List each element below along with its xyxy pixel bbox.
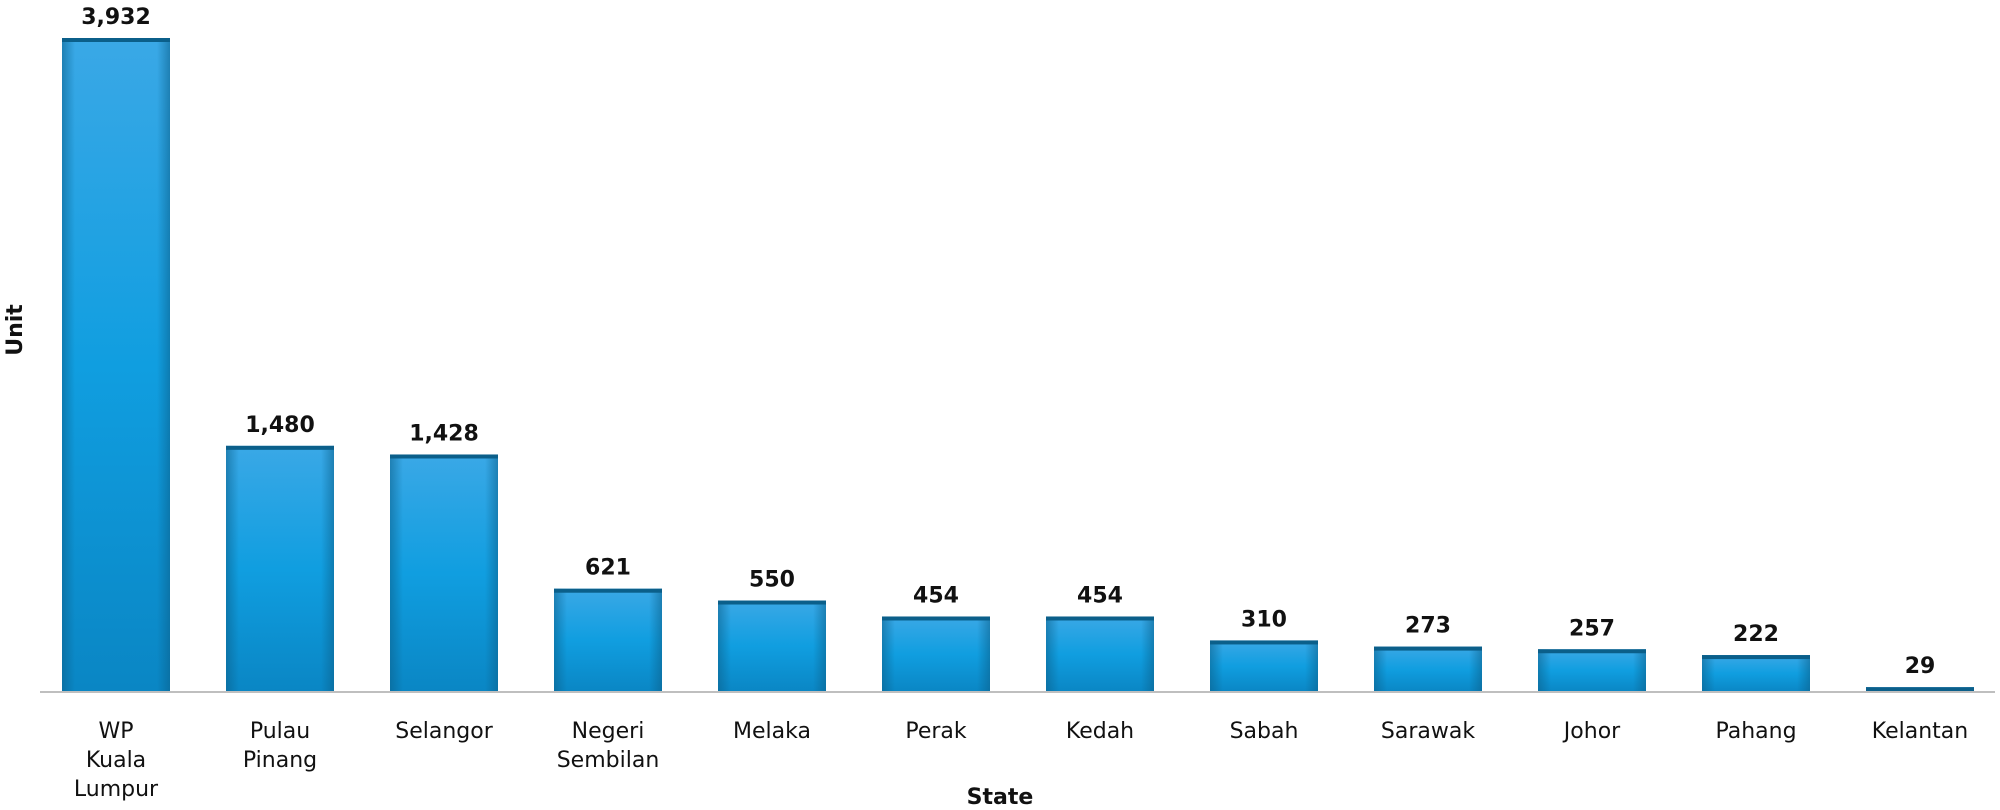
x-tick-label-line: Perak	[905, 719, 967, 744]
bar-top-edge-2	[390, 454, 498, 459]
bar-top-edge-8	[1374, 646, 1482, 651]
bars-group	[62, 38, 1974, 692]
x-tick-label-line: Negeri	[572, 719, 645, 744]
bar-shade-6	[1046, 616, 1154, 692]
x-tick-label-line: Kuala	[86, 748, 146, 773]
x-tick-label-0: WP Kuala Lumpur	[74, 719, 159, 802]
y-axis-title: Unit	[3, 304, 28, 356]
x-tick-label-line: Pulau	[250, 719, 310, 744]
bar-top-edge-11	[1866, 687, 1974, 692]
x-tick-label-7: Sabah	[1230, 719, 1299, 744]
bar-top-edge-9	[1538, 649, 1646, 654]
data-label-10: 222	[1733, 622, 1779, 647]
bar-top-edge-6	[1046, 616, 1154, 621]
data-label-8: 273	[1405, 614, 1451, 639]
x-tick-label-line: Sembilan	[557, 748, 660, 773]
data-label-5: 454	[913, 583, 959, 608]
x-tick-label-3: Negeri Sembilan	[557, 719, 660, 773]
x-tick-label-line: Johor	[1562, 719, 1621, 744]
bar-shade-8	[1374, 646, 1482, 692]
bar-top-edge-0	[62, 38, 170, 42]
x-tick-label-line: Pahang	[1715, 719, 1796, 744]
x-tick-label-line: Kedah	[1066, 719, 1134, 744]
x-tick-label-2: Selangor	[395, 719, 493, 744]
bar-shade-3	[554, 588, 662, 692]
data-label-6: 454	[1077, 583, 1123, 608]
bar-shade-10	[1702, 655, 1810, 692]
bar-shade-7	[1210, 640, 1318, 692]
x-tick-label-5: Perak	[905, 719, 967, 744]
bar-top-edge-10	[1702, 655, 1810, 660]
bar-top-edge-5	[882, 616, 990, 621]
x-tick-label-10: Pahang	[1715, 719, 1796, 744]
data-label-7: 310	[1241, 607, 1287, 632]
x-tick-label-8: Sarawak	[1381, 719, 1475, 744]
x-tick-label-6: Kedah	[1066, 719, 1134, 744]
bar-top-edge-3	[554, 588, 662, 593]
bar-top-edge-4	[718, 600, 826, 605]
data-label-0: 3,932	[81, 5, 151, 30]
x-tick-label-line: Selangor	[395, 719, 493, 744]
bar-shade-2	[390, 454, 498, 692]
bar-shade-4	[718, 600, 826, 692]
x-tick-label-line: Lumpur	[74, 777, 159, 802]
x-tick-label-line: Sarawak	[1381, 719, 1475, 744]
bar-top-edge-1	[226, 445, 334, 450]
bar-shade-9	[1538, 649, 1646, 692]
x-tick-label-line: WP	[98, 719, 133, 744]
x-tick-label-4: Melaka	[733, 719, 811, 744]
x-tick-label-line: Pinang	[243, 748, 317, 773]
data-label-2: 1,428	[409, 421, 479, 446]
x-tick-label-1: Pulau Pinang	[243, 719, 317, 773]
x-tick-label-line: Kelantan	[1872, 719, 1968, 744]
x-tick-label-11: Kelantan	[1872, 719, 1968, 744]
bar-top-edge-7	[1210, 640, 1318, 645]
x-tick-label-line: Sabah	[1230, 719, 1299, 744]
x-tick-label-9: Johor	[1562, 719, 1621, 744]
data-label-11: 29	[1905, 654, 1936, 679]
x-tick-label-line: Melaka	[733, 719, 811, 744]
data-label-1: 1,480	[245, 413, 315, 438]
bar-shade-0	[62, 38, 170, 692]
bar-shade-5	[882, 616, 990, 692]
x-axis-title: State	[967, 785, 1034, 810]
data-label-9: 257	[1569, 616, 1615, 641]
data-label-4: 550	[749, 568, 795, 593]
data-label-3: 621	[585, 556, 631, 581]
bar-shade-1	[226, 445, 334, 692]
labels-group: 3,932 WP Kuala Lumpur 1,480 Pulau Pinang 1,428 S…	[74, 5, 1968, 802]
